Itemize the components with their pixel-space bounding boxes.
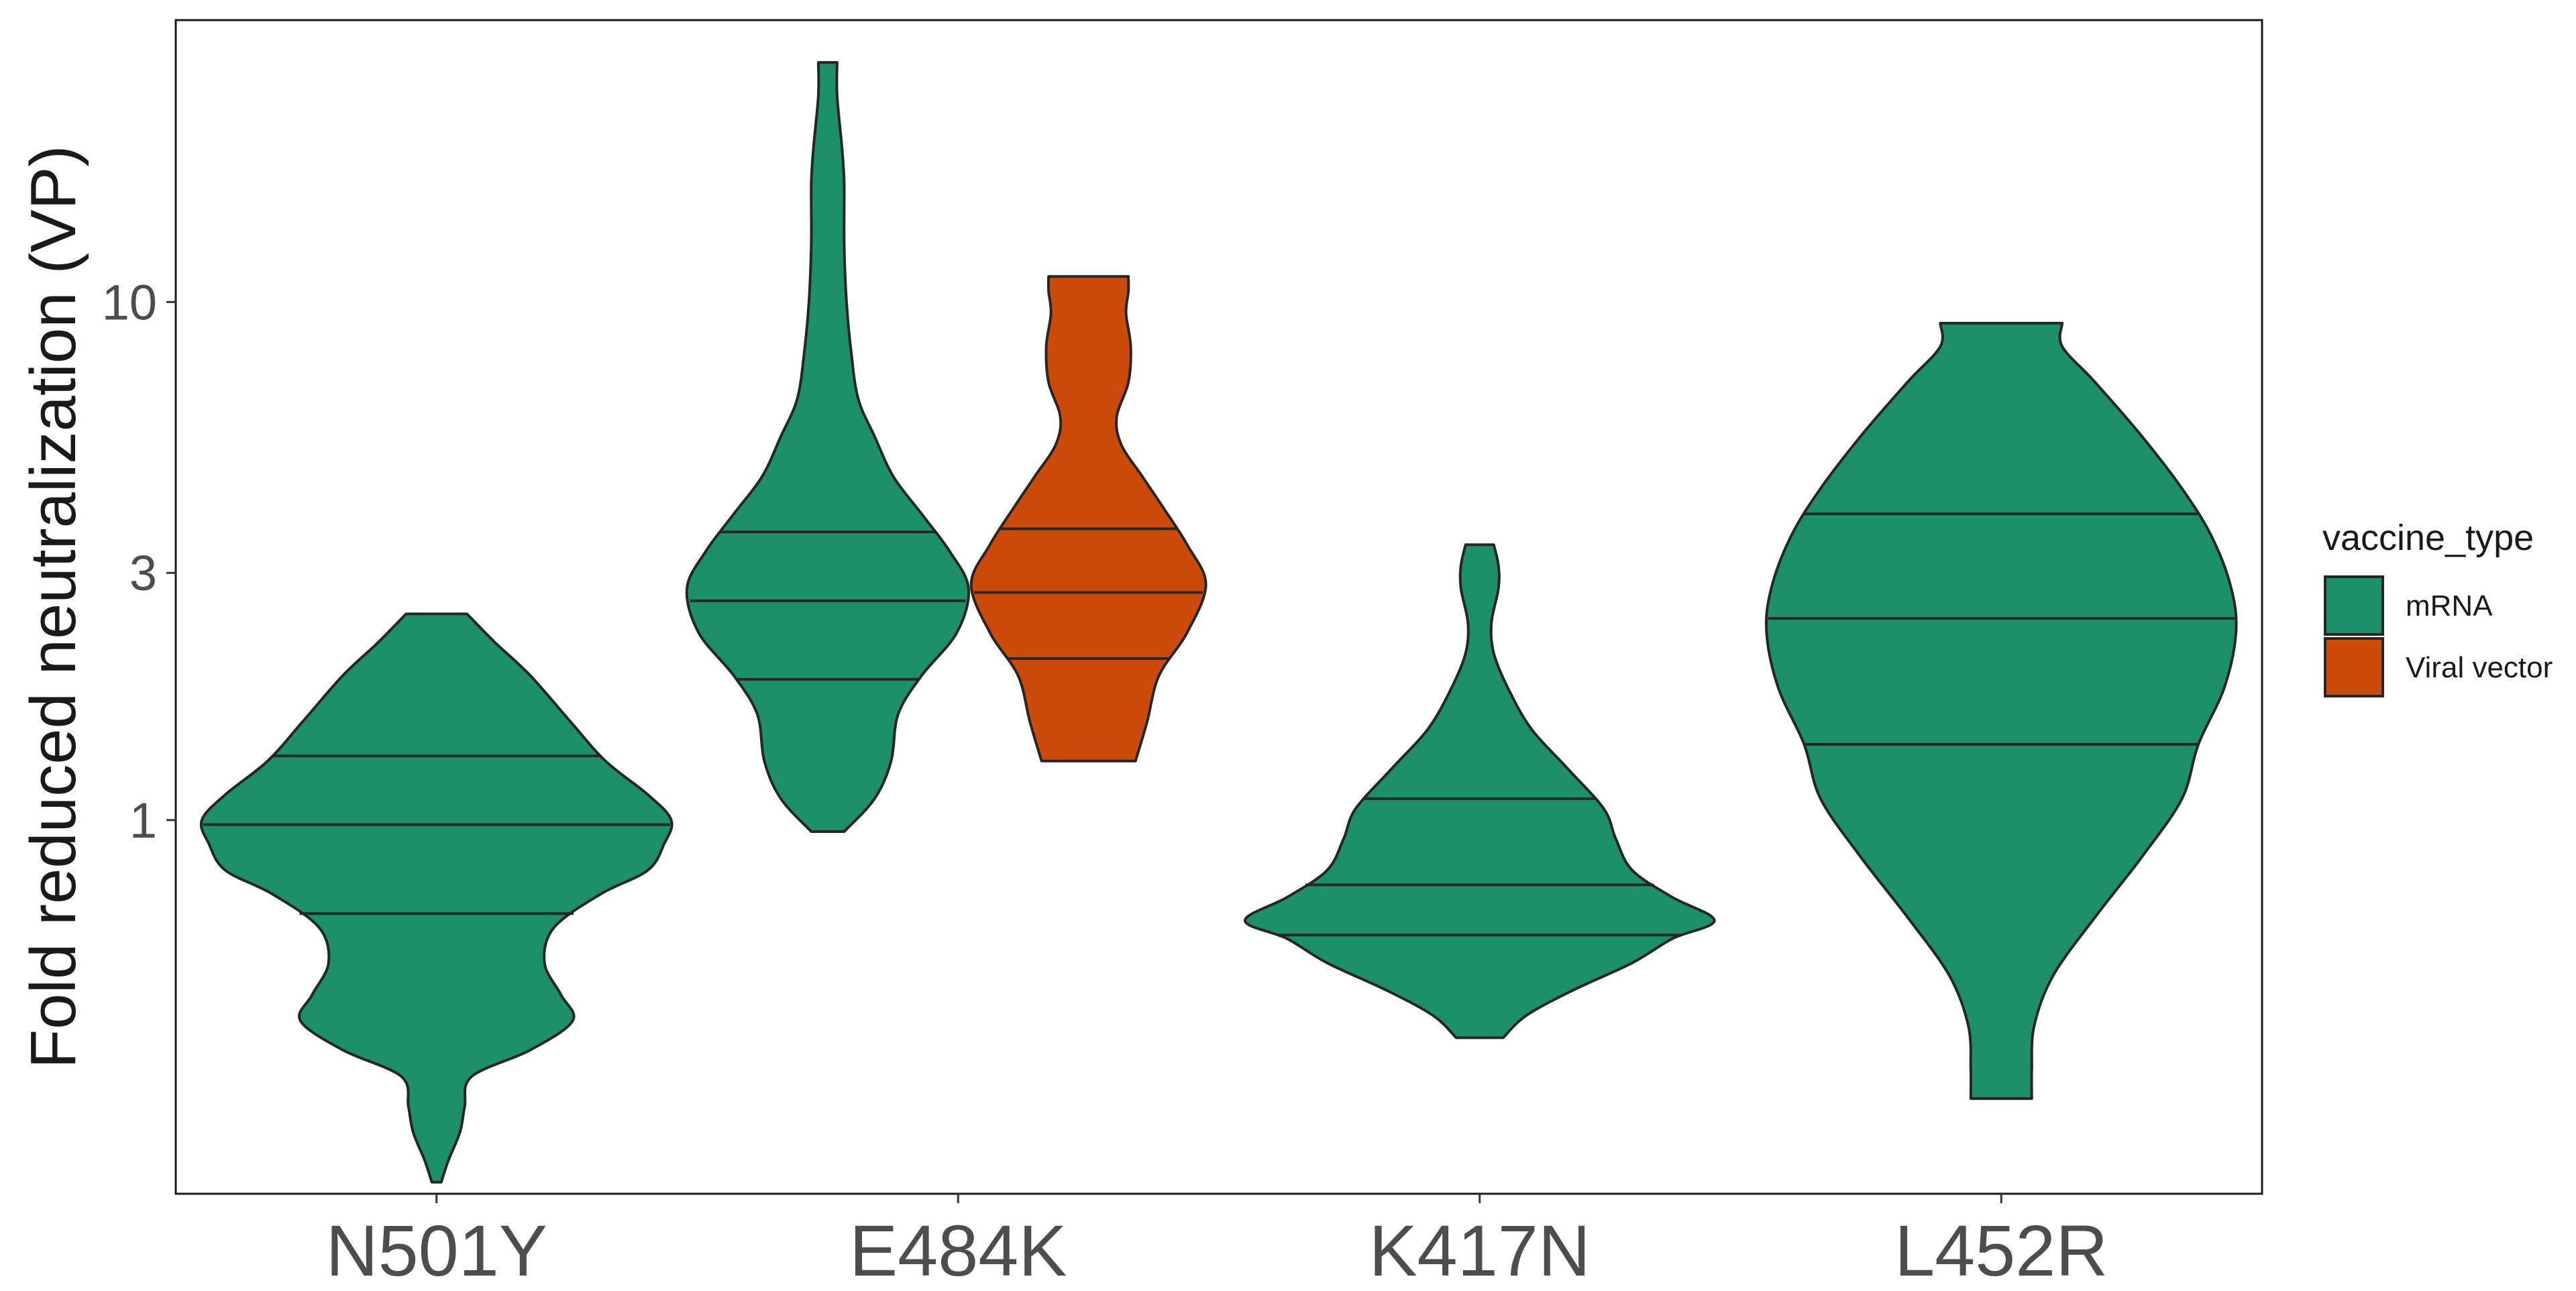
x-tick-label: L452R: [1894, 1210, 2108, 1288]
legend-label: Viral vector: [2406, 651, 2553, 684]
legend-key-viral-vector: [2324, 637, 2384, 697]
x-axis: N501Y E484K K417N L452R: [326, 1194, 2108, 1291]
violin-e484k-mrna: [685, 61, 971, 833]
violin-k417n-mrna: [1243, 543, 1716, 1040]
x-tick-label: E484K: [849, 1210, 1067, 1288]
y-axis-title: Fold reduced neutralization (VP): [17, 146, 89, 1069]
y-tick-label: 1: [129, 793, 157, 848]
violin-e484k-viral-vector: [969, 275, 1208, 763]
x-tick-label: K417N: [1369, 1210, 1591, 1288]
x-tick-label: N501Y: [326, 1210, 547, 1288]
violin-shape: [969, 275, 1208, 763]
y-tick-label: 10: [102, 274, 157, 330]
violins-layer: [199, 61, 2238, 1184]
y-axis: 1 3 10: [102, 274, 176, 848]
y-tick-label: 3: [129, 545, 157, 601]
violin-shape: [1764, 321, 2238, 1101]
violin-n501y-mrna: [199, 612, 674, 1184]
legend-title: vaccine_type: [2322, 518, 2534, 558]
violin-shape: [685, 61, 971, 833]
plot-panel-border: [174, 19, 2263, 1195]
legend: vaccine_type mRNA Viral vector: [2322, 518, 2553, 697]
legend-label: mRNA: [2406, 590, 2493, 622]
violin-l452r-mrna: [1764, 321, 2238, 1101]
violin-shape: [1243, 543, 1716, 1040]
legend-key-mrna: [2324, 575, 2384, 636]
